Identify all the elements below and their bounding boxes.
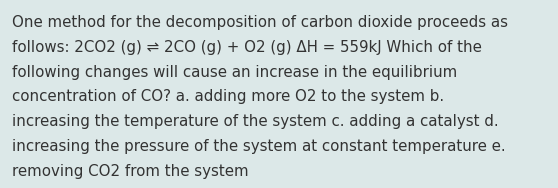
Text: One method for the decomposition of carbon dioxide proceeds as: One method for the decomposition of carb… xyxy=(12,15,508,30)
Text: follows: 2CO2 (g) ⇌ 2CO (g) + O2 (g) ΔH = 559kJ Which of the: follows: 2CO2 (g) ⇌ 2CO (g) + O2 (g) ΔH … xyxy=(12,40,482,55)
Text: increasing the pressure of the system at constant temperature e.: increasing the pressure of the system at… xyxy=(12,139,506,154)
Text: increasing the temperature of the system c. adding a catalyst d.: increasing the temperature of the system… xyxy=(12,114,499,129)
Text: removing CO2 from the system: removing CO2 from the system xyxy=(12,164,249,179)
Text: following changes will cause an increase in the equilibrium: following changes will cause an increase… xyxy=(12,65,458,80)
Text: concentration of CO? a. adding more O2 to the system b.: concentration of CO? a. adding more O2 t… xyxy=(12,89,444,105)
